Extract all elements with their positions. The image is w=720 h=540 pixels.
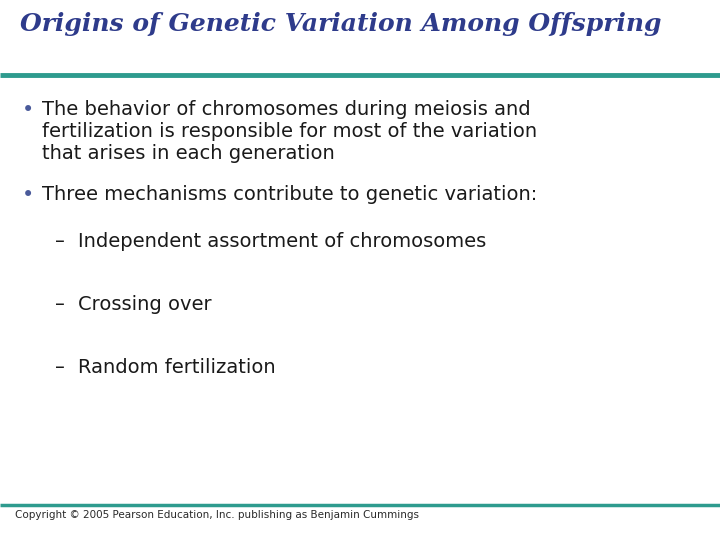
Text: fertilization is responsible for most of the variation: fertilization is responsible for most of…	[42, 122, 537, 141]
Text: that arises in each generation: that arises in each generation	[42, 144, 335, 163]
Text: –: –	[55, 358, 65, 377]
Text: •: •	[22, 185, 35, 205]
Text: Random fertilization: Random fertilization	[78, 358, 276, 377]
Text: –: –	[55, 232, 65, 251]
Text: •: •	[22, 100, 35, 120]
Text: Three mechanisms contribute to genetic variation:: Three mechanisms contribute to genetic v…	[42, 185, 537, 204]
Text: –: –	[55, 295, 65, 314]
Text: Copyright © 2005 Pearson Education, Inc. publishing as Benjamin Cummings: Copyright © 2005 Pearson Education, Inc.…	[15, 510, 419, 520]
Text: Origins of Genetic Variation Among Offspring: Origins of Genetic Variation Among Offsp…	[20, 12, 662, 36]
Text: The behavior of chromosomes during meiosis and: The behavior of chromosomes during meios…	[42, 100, 531, 119]
Text: Independent assortment of chromosomes: Independent assortment of chromosomes	[78, 232, 486, 251]
Text: Crossing over: Crossing over	[78, 295, 212, 314]
